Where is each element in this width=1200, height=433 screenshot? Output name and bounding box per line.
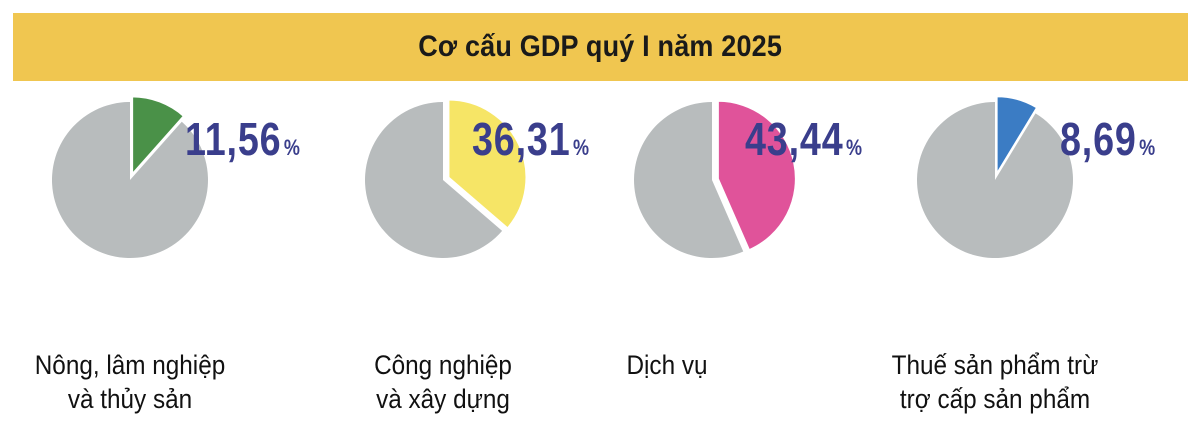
title-banner: Cơ cấu GDP quý I năm 2025 [13, 13, 1188, 81]
value-label-services: 43,44% [745, 112, 862, 166]
pie-slice-agriculture [131, 95, 186, 178]
category-label-line1: Dịch vụ [626, 350, 708, 380]
pie-slice-remainder-taxes [916, 101, 1073, 258]
pie-chart-taxes [916, 95, 1073, 258]
value-number-industry: 36,31 [472, 113, 571, 165]
category-label-line1: Công nghiệp [374, 350, 512, 380]
category-label-line1: Nông, lâm nghiệp [34, 350, 226, 380]
category-label-industry: Công nghiệp và xây dựng [326, 348, 560, 416]
category-label-taxes: Thuế sản phẩm trừ trợ cấp sản phẩm [878, 348, 1112, 416]
category-label-line2: trợ cấp sản phẩm [899, 384, 1091, 414]
pie-slice-taxes [995, 95, 1039, 178]
pie-slice-remainder-agriculture [51, 102, 208, 258]
pie-chart-services [634, 99, 797, 258]
percent-sign: % [845, 135, 863, 160]
pie-chart-agriculture [51, 95, 208, 258]
value-number-agriculture: 11,56 [185, 113, 282, 165]
category-label-agriculture: Nông, lâm nghiệp và thủy sản [13, 348, 247, 416]
category-label-line2: và xây dựng [376, 384, 510, 414]
category-label-services: Dịch vụ [550, 348, 784, 382]
category-label-line2: và thủy sản [67, 384, 193, 414]
pie-slice-services [716, 99, 797, 252]
pie-chart-industry [364, 98, 528, 258]
percent-sign: % [1139, 135, 1156, 160]
value-number-taxes: 8,69 [1060, 113, 1137, 165]
value-label-industry: 36,31% [472, 112, 589, 166]
percent-sign: % [572, 135, 590, 160]
pie-slice-remainder-industry [364, 102, 503, 258]
value-label-taxes: 8,69% [1060, 112, 1155, 166]
category-label-line1: Thuế sản phẩm trừ [891, 350, 1099, 380]
percent-sign: % [283, 135, 300, 160]
pie-slice-remainder-services [634, 102, 744, 258]
pie-slice-industry [447, 98, 528, 230]
value-number-services: 43,44 [745, 113, 844, 165]
chart-title: Cơ cấu GDP quý I năm 2025 [418, 30, 783, 63]
value-label-agriculture: 11,56% [185, 112, 300, 166]
